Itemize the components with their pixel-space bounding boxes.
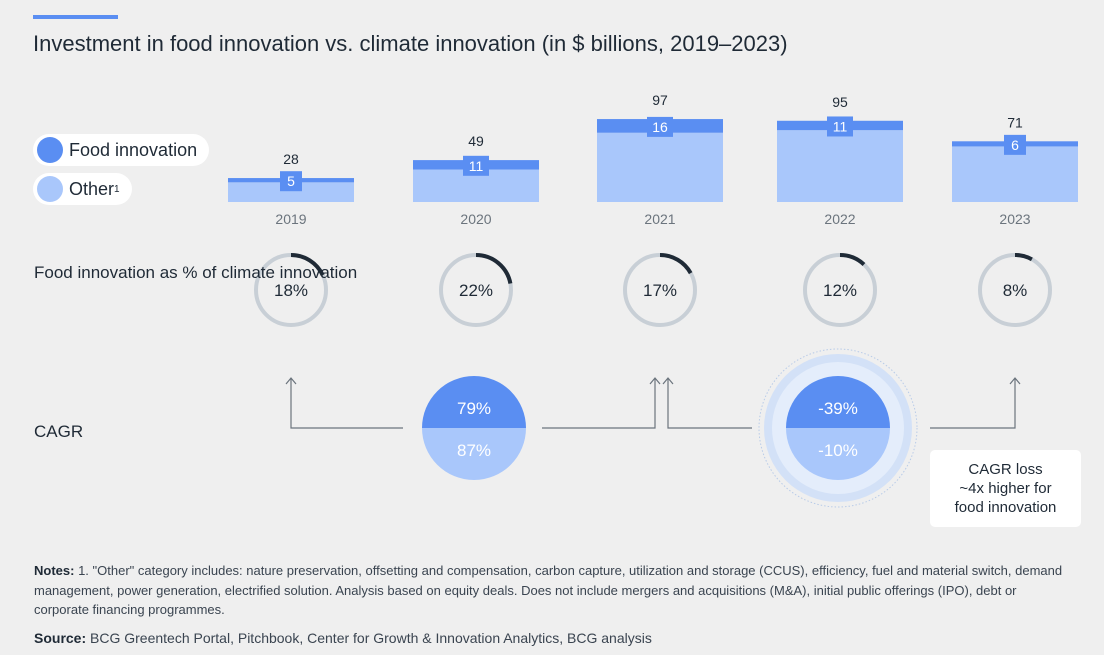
cagr-connector-left-2 <box>667 378 752 429</box>
cagr-halo-dotted-ring <box>758 348 918 508</box>
cagr-bubble-1 <box>422 376 526 480</box>
food-label-box-2020 <box>463 155 489 176</box>
donut-arc-2019 <box>290 253 325 277</box>
donut-value-label-2022: 12% <box>823 281 857 300</box>
cagr-connector-right-2 <box>930 378 1016 429</box>
cagr-bubble-2 <box>786 376 890 480</box>
food-value-label-2021: 16 <box>652 119 668 135</box>
total-value-label-2022: 95 <box>832 94 848 110</box>
source-label: Source: <box>34 630 87 646</box>
cagr-other-value-1: 87% <box>457 441 491 460</box>
cagr-connector-left-1 <box>290 378 403 429</box>
bar-other-2023 <box>952 146 1078 202</box>
legend-item-other: Other 1 <box>33 173 132 205</box>
legend-item-food: Food innovation <box>33 134 210 166</box>
total-value-label-2019: 28 <box>283 151 299 167</box>
donut-value-label-2019: 18% <box>274 281 308 300</box>
source-text: BCG Greentech Portal, Pitchbook, Center … <box>90 630 652 646</box>
cagr-arrow-2021-b <box>662 377 674 385</box>
food-value-label-2023: 6 <box>1011 137 1019 153</box>
year-tick-label-2023: 2023 <box>999 211 1030 227</box>
food-value-label-2022: 11 <box>833 118 848 134</box>
donut-arc-2021 <box>659 253 693 275</box>
food-label-box-2022 <box>827 116 853 137</box>
total-value-label-2020: 49 <box>468 133 484 149</box>
year-tick-label-2021: 2021 <box>644 211 675 227</box>
cagr-diagram: 79% 87% -39% -10% <box>285 348 1021 508</box>
donut-value-label-2020: 22% <box>459 281 493 300</box>
callout-line-1: CAGR loss <box>968 461 1043 478</box>
donut-arc-2022 <box>839 253 866 267</box>
cagr-connector-right-1 <box>542 378 656 429</box>
source: Source: BCG Greentech Portal, Pitchbook,… <box>34 630 652 646</box>
donut-arc-2023 <box>1014 253 1033 262</box>
year-tick-label-2020: 2020 <box>460 211 491 227</box>
cagr-other-value-2: -10% <box>818 441 858 460</box>
donut-arc-2020 <box>475 253 513 284</box>
bar-other-2022 <box>777 130 903 202</box>
cagr-callout: CAGR loss ~4x higher for food innovation <box>930 450 1081 527</box>
total-value-label-2021: 97 <box>652 92 668 108</box>
title-accent-line <box>33 15 118 19</box>
chart-title: Investment in food innovation vs. climat… <box>33 31 788 56</box>
food-label-box-2023 <box>1004 134 1026 155</box>
callout-line-3: food innovation <box>954 499 1057 516</box>
cagr-arrow-2019 <box>285 377 297 385</box>
callout-line-2: ~4x higher for <box>959 480 1052 497</box>
cagr-arrow-2023 <box>1009 377 1021 385</box>
chart-canvas: 5 28 2019 11 49 2020 16 97 2021 11 95 2022 6 71 2023 1… <box>228 92 1078 508</box>
legend-label-food: Food innovation <box>69 139 198 160</box>
food-label-box-2021 <box>647 116 673 137</box>
notes-label: Notes: <box>34 563 75 578</box>
notes-text: 1. "Other" category includes: nature pre… <box>34 563 1063 617</box>
bar-other-2019 <box>228 182 354 202</box>
cagr-food-value-1: 79% <box>457 399 491 418</box>
cagr-arrow-2021-a <box>649 377 661 385</box>
donut-value-label-2023: 8% <box>1003 281 1028 300</box>
total-value-label-2023: 71 <box>1007 114 1023 130</box>
food-label-box-2019 <box>280 171 302 192</box>
year-tick-label-2022: 2022 <box>824 211 855 227</box>
donut-value-label-2021: 17% <box>643 281 677 300</box>
food-value-label-2020: 11 <box>469 158 484 174</box>
legend-footnote-marker: 1 <box>114 183 120 195</box>
legend-label-other: Other <box>69 178 115 199</box>
legend-swatch-food <box>37 137 63 163</box>
share-donuts: 18% 22% 17% 12% 8% <box>254 253 1052 327</box>
cagr-row-label: CAGR <box>34 422 84 441</box>
legend-swatch-other <box>37 176 63 202</box>
notes: Notes: 1. "Other" category includes: nat… <box>34 561 1074 620</box>
bar-chart: 5 28 2019 11 49 2020 16 97 2021 11 95 2022 6 71 2023 <box>228 92 1078 227</box>
bar-other-2021 <box>597 132 723 202</box>
cagr-food-value-2: -39% <box>818 399 858 418</box>
share-row-label: Food innovation as % of climate innovati… <box>34 263 358 282</box>
food-value-label-2019: 5 <box>287 173 295 189</box>
year-tick-label-2019: 2019 <box>275 211 306 227</box>
